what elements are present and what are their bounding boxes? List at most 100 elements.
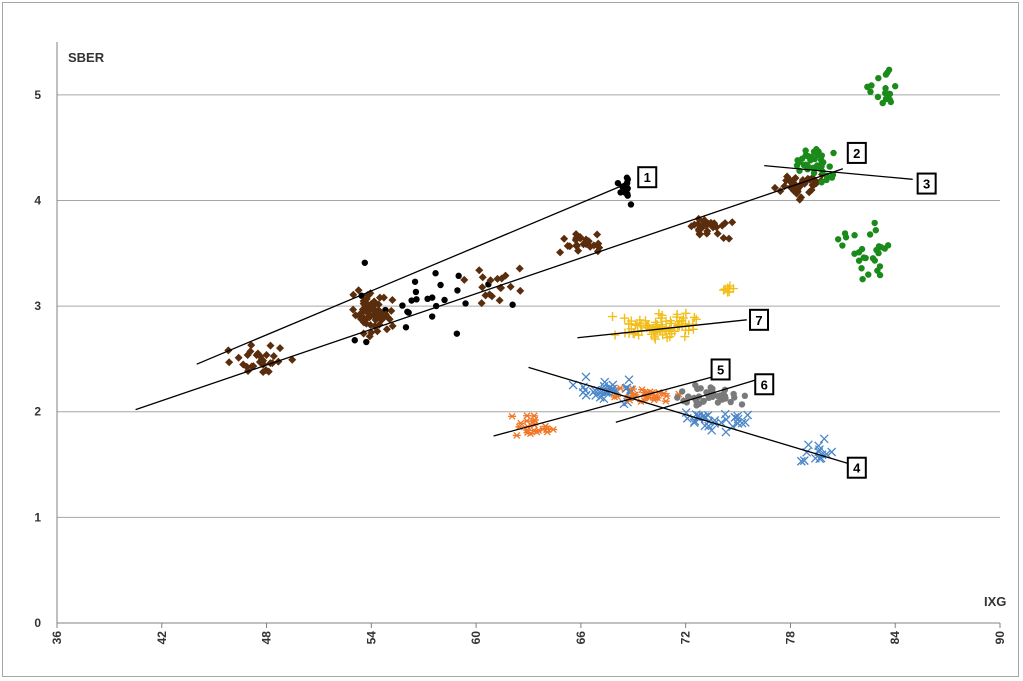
point-series-2 [721, 219, 730, 228]
callout-2: 2 [846, 141, 867, 164]
point-series-2 [584, 237, 593, 246]
y-tick-label: 2 [34, 405, 41, 419]
x-tick-label: 42 [155, 631, 169, 645]
point-series-2 [706, 218, 715, 227]
point-series-4 [700, 421, 710, 431]
point-series-3 [875, 74, 882, 82]
callout-number: 4 [853, 461, 861, 476]
point-series-4 [707, 425, 717, 435]
y-tick-label: 1 [34, 510, 41, 524]
point-series-1 [432, 270, 439, 277]
point-series-3 [875, 243, 883, 250]
point-series-4 [819, 434, 829, 444]
point-series-6 [705, 394, 713, 402]
point-series-7 [656, 313, 666, 323]
point-series-1 [402, 324, 410, 331]
point-series-3 [876, 271, 884, 279]
point-series-2 [269, 352, 278, 361]
point-series-6 [727, 398, 734, 406]
point-series-3 [891, 83, 899, 90]
callout-7: 7 [749, 308, 770, 331]
point-series-7 [650, 334, 660, 344]
point-series-3 [885, 66, 893, 74]
point-series-7 [651, 317, 661, 327]
point-series-3 [851, 250, 858, 257]
point-series-7 [728, 284, 738, 294]
point-series-6 [678, 388, 686, 395]
point-series-1 [627, 201, 635, 208]
point-series-2 [385, 315, 394, 324]
callout-number: 2 [853, 146, 860, 161]
point-series-2 [485, 290, 494, 299]
point-series-3 [872, 227, 880, 234]
point-series-6 [718, 396, 726, 403]
callout-3: 3 [916, 172, 937, 195]
point-series-5 [516, 419, 525, 427]
trendline-5 [493, 374, 721, 437]
point-series-7 [644, 324, 654, 334]
point-series-3 [796, 158, 803, 166]
point-series-2 [576, 234, 585, 243]
point-series-7 [691, 314, 701, 324]
x-tick-label: 90 [993, 631, 1007, 645]
point-series-6 [694, 385, 701, 393]
point-series-2 [365, 332, 374, 341]
point-series-4 [721, 415, 731, 424]
x-tick-label: 36 [50, 631, 64, 645]
point-series-1 [614, 179, 622, 187]
point-series-3 [866, 231, 874, 238]
callout-box [916, 172, 937, 195]
point-series-2 [574, 246, 583, 255]
point-series-2 [475, 266, 484, 275]
point-series-3 [876, 263, 884, 270]
point-series-4 [796, 456, 806, 466]
point-series-7 [630, 320, 640, 330]
point-series-4 [568, 380, 578, 390]
point-series-7 [620, 313, 630, 323]
point-series-2 [239, 360, 248, 369]
trendline-2 [135, 168, 844, 411]
point-series-2 [256, 352, 265, 361]
point-series-1 [413, 296, 420, 303]
point-series-2 [382, 325, 391, 334]
point-series-3 [859, 275, 866, 283]
x-axis-title: IXG [984, 594, 1006, 609]
callout-box [846, 456, 867, 479]
callout-box [749, 308, 770, 331]
y-tick-label: 3 [34, 299, 41, 313]
point-series-2 [515, 264, 524, 273]
point-series-3 [860, 254, 867, 261]
point-series-7 [723, 287, 733, 297]
point-series-2 [795, 195, 804, 204]
point-series-2 [358, 312, 367, 321]
point-series-1 [623, 179, 631, 186]
point-series-7 [689, 312, 699, 322]
trendline-3 [764, 164, 913, 180]
point-series-6 [720, 390, 727, 398]
point-series-2 [388, 295, 397, 304]
point-series-3 [851, 232, 858, 239]
callout-number: 7 [755, 313, 762, 328]
point-series-7 [681, 308, 691, 318]
point-series-4 [720, 409, 730, 419]
point-series-2 [266, 341, 275, 350]
point-series-7 [634, 330, 644, 340]
point-series-5 [610, 393, 619, 401]
callout-number: 3 [923, 177, 930, 192]
point-series-4 [721, 427, 731, 437]
point-series-3 [882, 85, 889, 92]
point-series-6 [709, 385, 716, 392]
point-series-2 [807, 185, 816, 194]
point-series-3 [813, 164, 820, 171]
point-series-1 [424, 295, 431, 303]
point-series-5 [538, 425, 547, 433]
y-axis-title: SBER [68, 50, 105, 65]
point-series-6 [685, 394, 692, 401]
point-series-3 [819, 159, 827, 166]
point-series-3 [879, 99, 886, 107]
point-series-2 [486, 276, 495, 285]
y-tick-label: 4 [34, 193, 41, 207]
point-series-4 [704, 421, 714, 431]
callout-1: 1 [637, 166, 658, 189]
trendline-1 [196, 184, 625, 365]
